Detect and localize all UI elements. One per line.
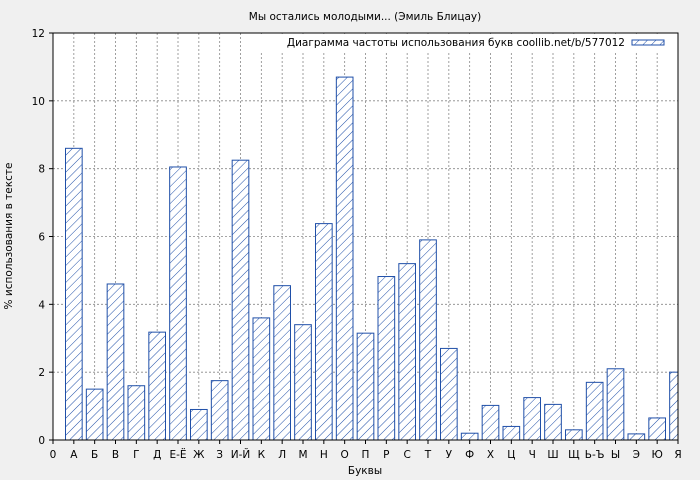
x-axis-label: Буквы — [348, 465, 382, 477]
bar — [669, 371, 679, 441]
bar — [148, 331, 166, 441]
bar — [169, 166, 187, 441]
y-axis-ticks: 0 2 4 6 8 10 12 — [32, 28, 53, 447]
y-axis-label: % использования в тексте — [3, 163, 15, 310]
x-tick-label: Ш — [547, 449, 558, 461]
legend-box — [242, 34, 674, 51]
bar — [398, 263, 417, 441]
y-tick-label: 12 — [32, 28, 45, 40]
x-tick-label: Щ — [568, 449, 580, 461]
y-tick-label: 0 — [38, 435, 45, 447]
chart-title: Мы остались молодыми... (Эмиль Блицау) — [249, 11, 481, 23]
bar — [252, 317, 271, 441]
bar — [315, 223, 333, 441]
y-tick-label: 2 — [38, 367, 45, 379]
x-tick-label: Ь-Ъ — [585, 449, 605, 461]
bar — [190, 408, 208, 441]
legend: Диаграмма частоты использования букв coo… — [242, 34, 674, 51]
y-tick-label: 10 — [32, 96, 45, 108]
x-tick-label: Ф — [465, 449, 474, 461]
bar — [85, 388, 104, 441]
x-tick-label: В — [112, 449, 119, 461]
bar — [356, 332, 375, 441]
bar — [127, 385, 146, 441]
x-tick-label: Д — [153, 449, 161, 461]
x-tick-label: Х — [487, 449, 494, 461]
bar — [335, 76, 354, 441]
y-tick-label: 6 — [38, 232, 45, 244]
x-tick-label: Л — [278, 449, 286, 461]
bar — [502, 425, 521, 441]
x-tick-label: 0 — [50, 449, 57, 461]
x-tick-label: Е-Ё — [169, 448, 186, 461]
x-tick-label: С — [403, 449, 410, 461]
x-tick-label: К — [258, 449, 266, 461]
x-tick-label: Б — [91, 449, 98, 461]
bar — [585, 381, 604, 441]
x-tick-label: А — [70, 449, 78, 461]
x-tick-label: Я — [674, 449, 681, 461]
x-tick-label: Г — [133, 449, 139, 461]
x-tick-label: Ю — [651, 449, 662, 461]
x-tick-label: О — [341, 449, 349, 461]
bar — [210, 380, 229, 441]
bar — [294, 324, 312, 441]
bar — [627, 433, 646, 441]
y-tick-label: 4 — [38, 299, 45, 311]
legend-swatch — [631, 39, 665, 46]
bar — [106, 283, 125, 441]
bar — [460, 432, 479, 441]
bar — [419, 239, 437, 441]
x-tick-label: Э — [633, 449, 640, 461]
x-tick-label: Ч — [529, 449, 536, 461]
x-tick-label: Ц — [507, 449, 515, 461]
x-tick-label: М — [298, 449, 307, 461]
bar — [648, 417, 666, 441]
bar — [544, 403, 562, 441]
x-tick-label: Н — [320, 449, 328, 461]
bar — [377, 276, 396, 441]
x-tick-label: Ж — [193, 449, 205, 461]
x-tick-label: И-Й — [231, 448, 251, 461]
bar — [523, 397, 541, 441]
bar — [231, 159, 250, 441]
bar — [440, 347, 458, 441]
x-tick-label: Т — [424, 449, 432, 461]
x-tick-label: Р — [383, 449, 389, 461]
bar — [273, 285, 292, 441]
bar — [481, 404, 500, 441]
bar — [606, 368, 625, 441]
x-tick-label: П — [362, 449, 370, 461]
bar — [565, 429, 583, 441]
x-axis-ticks: 0 А Б В Г Д Е-Ё Ж З И-Й К Л М Н О П Р С Т У Ф Х Ц Ч Ш Щ Ь-Ъ Ы Э Ю Я — [50, 440, 682, 461]
bar — [65, 147, 83, 441]
x-tick-label: Ы — [611, 449, 620, 461]
legend-label: Диаграмма частоты использования букв coo… — [287, 37, 625, 49]
y-tick-label: 8 — [38, 164, 45, 176]
x-tick-label: З — [216, 449, 223, 461]
x-tick-label: У — [446, 449, 453, 461]
